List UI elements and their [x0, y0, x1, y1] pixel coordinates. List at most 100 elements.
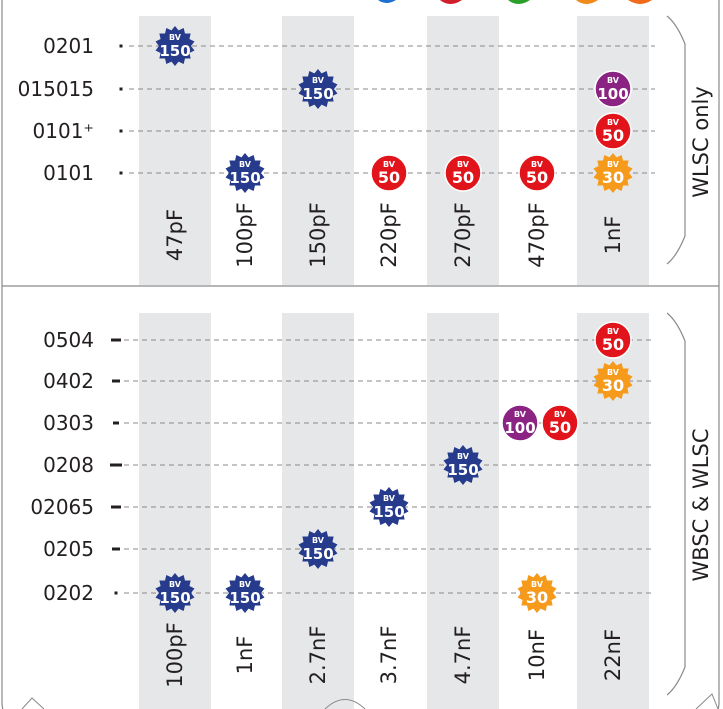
- badge-value: 50: [526, 168, 548, 187]
- badge-starburst: [593, 153, 633, 193]
- badge-starburst: [443, 445, 483, 485]
- badge-value: 100: [597, 85, 628, 103]
- badge-prefix: BV: [607, 160, 620, 169]
- size-marker: [114, 591, 118, 595]
- badge-prefix: BV: [457, 452, 470, 461]
- badge-prefix: BV: [383, 160, 396, 169]
- badge-prefix: BV: [169, 580, 182, 589]
- column-label: 10nF: [525, 629, 549, 681]
- badge-prefix: BV: [239, 580, 252, 589]
- badge-prefix: BV: [383, 494, 396, 503]
- badge-prefix: BV: [239, 160, 252, 169]
- column-label: 100pF: [163, 622, 187, 688]
- badge-starburst: [225, 573, 265, 613]
- badge-prefix: BV: [312, 76, 325, 85]
- column-label: 4.7nF: [451, 626, 475, 685]
- badge-value: 100: [504, 419, 535, 437]
- panel-bracket: [666, 312, 686, 696]
- badge-circle: [541, 404, 579, 442]
- badge-value: 150: [373, 503, 404, 521]
- badge-circle: [444, 154, 482, 192]
- column-label: 150pF: [306, 202, 330, 268]
- size-marker: [110, 463, 122, 467]
- size-marker: [119, 171, 123, 175]
- badge-prefix: BV: [607, 327, 620, 336]
- panel-label: WLSC only: [689, 86, 713, 198]
- badge-value: 50: [378, 168, 400, 187]
- badge-value: 50: [602, 126, 624, 145]
- badge-value: 50: [602, 335, 624, 354]
- column-label: 220pF: [377, 202, 401, 268]
- column-label: 270pF: [451, 202, 475, 268]
- badge-starburst: [593, 361, 633, 401]
- badge-circle: [594, 112, 632, 150]
- badge-value: 150: [229, 169, 260, 187]
- column-label: 1nF: [233, 636, 257, 675]
- badge-circle: [594, 70, 632, 108]
- row-label: 0101⁺: [33, 119, 94, 143]
- row-label: 0101: [43, 161, 94, 185]
- row-label: 0205: [43, 537, 94, 561]
- badge-starburst: [225, 153, 265, 193]
- bottom-left-decoration: [21, 697, 45, 709]
- badge-prefix: BV: [531, 160, 544, 169]
- badge-value: 50: [549, 418, 571, 437]
- badge-value: 150: [159, 42, 190, 60]
- top-decoration: [378, 0, 652, 4]
- badge-starburst: [517, 573, 557, 613]
- badge-prefix: BV: [514, 410, 527, 419]
- badge-value: 150: [302, 545, 333, 563]
- row-label: 0303: [43, 411, 94, 435]
- column-band: [282, 313, 354, 709]
- bottom-center-decoration: [324, 699, 366, 709]
- badge-prefix: BV: [531, 580, 544, 589]
- bottom-right-decoration: [695, 693, 719, 709]
- row-label: 02065: [30, 495, 94, 519]
- badge-starburst: [369, 487, 409, 527]
- row-label: 015015: [18, 77, 94, 101]
- badge-starburst: [298, 529, 338, 569]
- panel-bracket: [666, 15, 686, 265]
- badge-circle: [370, 154, 408, 192]
- column-label: 3.7nF: [377, 626, 401, 685]
- row-label: 0208: [43, 453, 94, 477]
- column-band: [282, 16, 354, 285]
- column-band: [139, 313, 211, 709]
- row-label: 0504: [43, 328, 94, 352]
- badge-prefix: BV: [607, 118, 620, 127]
- row-label: 0402: [43, 369, 94, 393]
- badge-value: 30: [602, 168, 624, 187]
- size-marker: [111, 338, 121, 342]
- column-label: 470pF: [525, 202, 549, 268]
- column-label: 100pF: [233, 202, 257, 268]
- size-marker: [111, 505, 121, 509]
- column-label: 1nF: [601, 216, 625, 255]
- badge-value: 30: [602, 376, 624, 395]
- panel-label: WBSC & WLSC: [689, 429, 713, 582]
- size-marker: [119, 87, 123, 91]
- badge-prefix: BV: [169, 33, 182, 42]
- badge-starburst: [155, 573, 195, 613]
- column-band: [577, 16, 649, 285]
- badge-prefix: BV: [554, 410, 567, 419]
- badge-prefix: BV: [312, 536, 325, 545]
- row-label: 0202: [43, 581, 94, 605]
- row-label: 0201: [43, 34, 94, 58]
